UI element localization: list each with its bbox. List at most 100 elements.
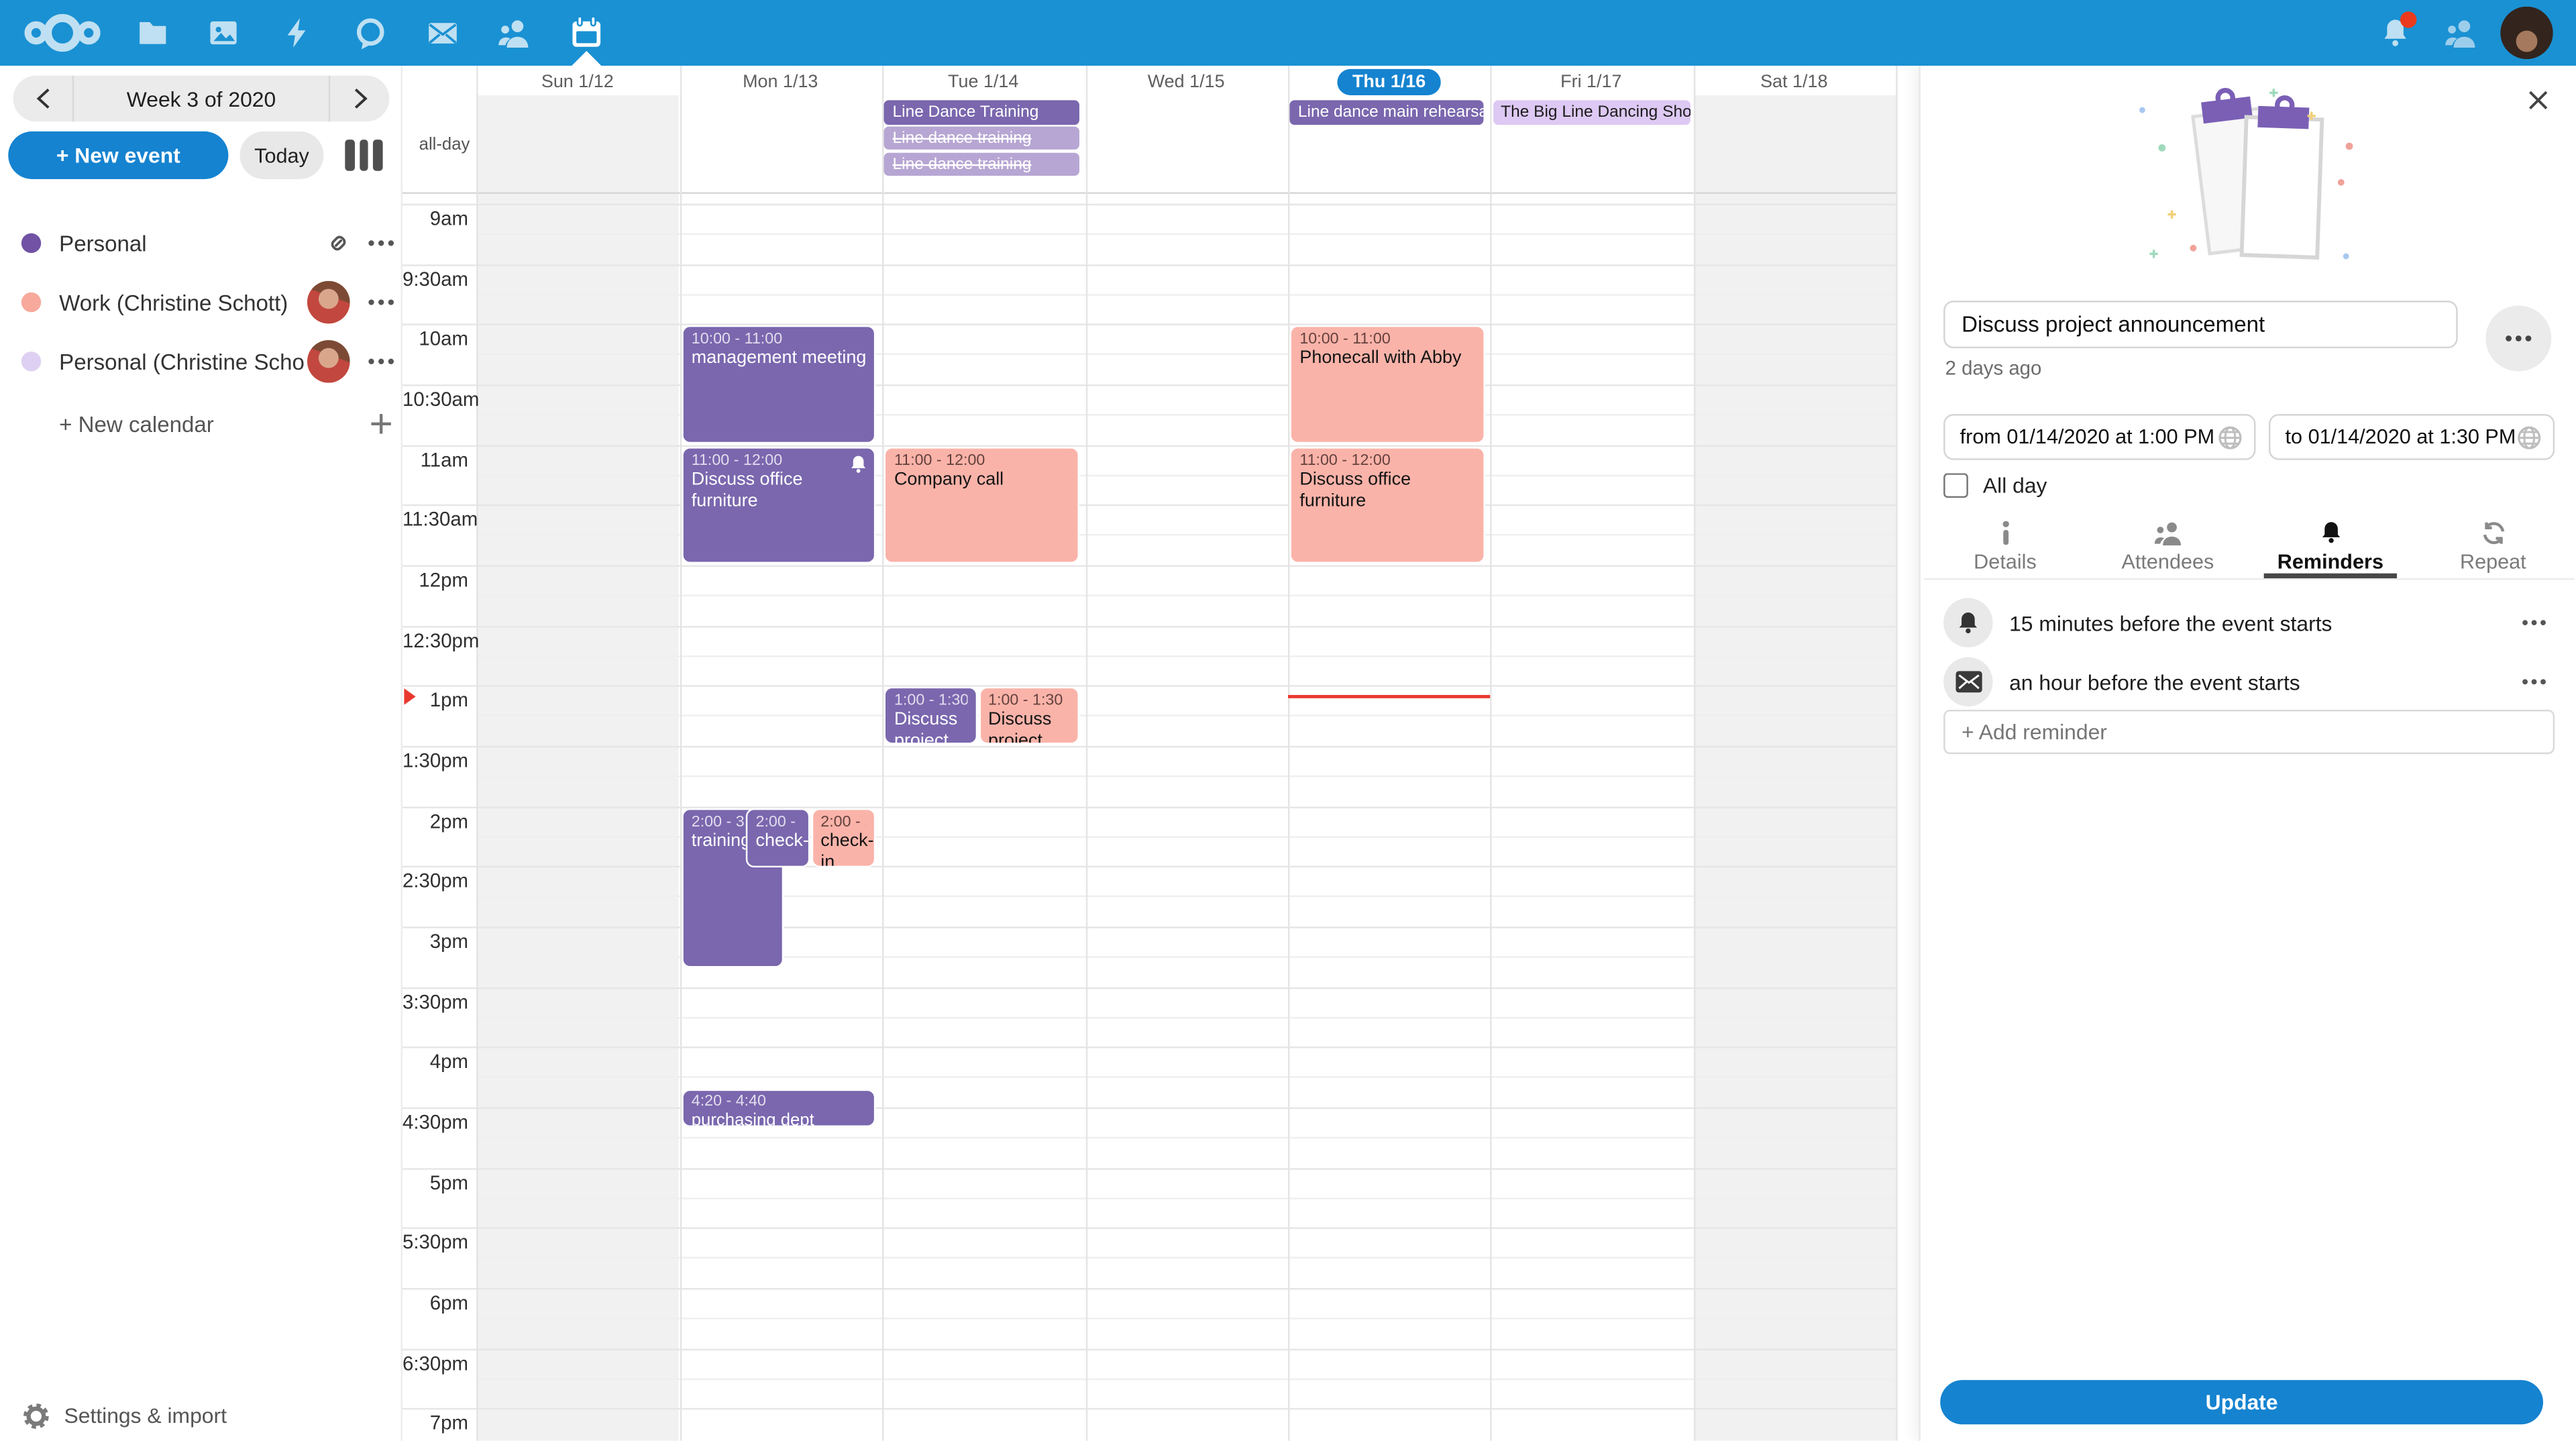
- settings-import-button[interactable]: Settings & import: [0, 1390, 402, 1441]
- event-end-field[interactable]: to 01/14/2020 at 1:30 PM: [2269, 414, 2555, 460]
- calendar-icon[interactable]: [553, 0, 619, 66]
- reminder-bell-icon: [850, 453, 868, 482]
- reminder-menu-icon[interactable]: [2512, 619, 2555, 626]
- time-label: 11am: [420, 447, 468, 472]
- event-check-in-purple[interactable]: 2:00 - 2:30check-in: [745, 807, 810, 867]
- info-icon: [2002, 520, 2008, 544]
- event-management-meeting[interactable]: 10:00 - 11:00 management meeting: [682, 324, 877, 444]
- tab-attendees[interactable]: Attendees: [2086, 515, 2249, 579]
- event-phonecall-with-abby[interactable]: 10:00 - 11:00 Phonecall with Abby: [1289, 324, 1485, 444]
- close-icon[interactable]: [2520, 82, 2557, 118]
- all-day-label[interactable]: All day: [1982, 473, 2047, 498]
- time-label: 3:30pm: [402, 990, 469, 1014]
- time-label: 3pm: [429, 930, 468, 953]
- contacts-menu-icon[interactable]: [2428, 0, 2494, 66]
- allday-event[interactable]: The Big Line Dancing Show: [1492, 100, 1690, 125]
- reminder-item: an hour before the event starts: [1943, 657, 2555, 707]
- day-header: Fri 1/17: [1560, 71, 1622, 91]
- next-week-button[interactable]: [330, 76, 389, 122]
- tab-reminders[interactable]: Reminders: [2249, 515, 2412, 579]
- day-header: Sun 1/12: [541, 71, 614, 91]
- time-label: 12pm: [419, 568, 468, 592]
- time-label: 2pm: [429, 809, 468, 833]
- shared-by-avatar: [307, 280, 350, 324]
- event-actions-menu[interactable]: [2485, 305, 2552, 372]
- top-navigation-bar: [0, 0, 2576, 66]
- update-button[interactable]: Update: [1940, 1380, 2544, 1425]
- today-button[interactable]: Today: [239, 131, 324, 179]
- time-label: 9am: [429, 207, 468, 230]
- repeat-icon: [2482, 521, 2504, 543]
- user-avatar[interactable]: [2500, 6, 2553, 60]
- all-day-row: All day: [1943, 473, 2047, 498]
- time-label: 7pm: [429, 1411, 468, 1435]
- share-link-icon[interactable]: [317, 230, 360, 256]
- attendees-icon: [2154, 521, 2182, 545]
- event-discuss-office-furniture[interactable]: 11:00 - 12:00 Discuss office furniture: [682, 445, 877, 563]
- allday-event-declined[interactable]: Line dance training: [884, 126, 1080, 150]
- calendar-item-work-christine[interactable]: Work (Christine Schott): [0, 273, 402, 332]
- time-label: 12:30pm: [402, 629, 480, 652]
- notification-badge: [2400, 11, 2417, 28]
- nextcloud-logo[interactable]: [19, 0, 105, 66]
- previous-week-button[interactable]: [13, 76, 72, 122]
- week-label-button[interactable]: Week 3 of 2020: [72, 75, 331, 122]
- calendar-menu-icon[interactable]: [360, 299, 402, 306]
- talk-icon[interactable]: [337, 0, 402, 66]
- calendar-menu-icon[interactable]: [360, 358, 402, 365]
- calendar-item-personal[interactable]: Personal: [0, 213, 402, 272]
- event-discuss-project[interactable]: 1:00 - 1:30 Discuss project: [978, 686, 1079, 745]
- calendar-color-dot: [21, 233, 42, 254]
- allday-event[interactable]: Line Dance Training: [884, 100, 1080, 125]
- event-discuss-office-furniture-thu[interactable]: 11:00 - 12:00 Discuss office furniture: [1289, 445, 1485, 563]
- time-label: 9:30am: [402, 267, 469, 290]
- time-label: 6pm: [429, 1291, 468, 1315]
- current-time-marker: [404, 688, 416, 705]
- email-icon: [1943, 657, 1993, 707]
- tab-details[interactable]: Details: [1924, 515, 2086, 579]
- allday-event[interactable]: Line dance main rehearsal: [1289, 100, 1484, 125]
- event-check-in-salmon[interactable]: 2:00 - 2:30check-in: [810, 807, 875, 867]
- new-calendar-button[interactable]: + New calendar: [0, 394, 402, 453]
- contacts-icon[interactable]: [482, 0, 547, 66]
- files-icon[interactable]: [120, 0, 186, 66]
- day-header: Mon 1/13: [743, 71, 818, 91]
- week-navigation: Week 3 of 2020: [13, 75, 390, 122]
- event-start-field[interactable]: from 01/14/2020 at 1:00 PM: [1943, 414, 2256, 460]
- photos-icon[interactable]: [191, 0, 256, 66]
- calendar-color-dot: [21, 352, 42, 372]
- timezone-globe-icon[interactable]: [2218, 425, 2243, 449]
- all-day-checkbox[interactable]: [1943, 473, 1968, 498]
- calendar-menu-icon[interactable]: [360, 240, 402, 247]
- time-label: 4:30pm: [402, 1110, 469, 1134]
- shared-by-avatar: [307, 339, 350, 383]
- bell-icon: [2321, 521, 2340, 543]
- event-title-input[interactable]: [1943, 301, 2458, 349]
- tab-repeat[interactable]: Repeat: [2412, 515, 2574, 579]
- event-purchasing-dept[interactable]: 4:20 - 4:40 purchasing dept: [682, 1088, 877, 1128]
- new-event-button[interactable]: + New event: [8, 131, 229, 179]
- event-company-call[interactable]: 11:00 - 12:00 Company call: [884, 445, 1079, 563]
- activity-icon[interactable]: [264, 0, 330, 66]
- time-label: 10am: [419, 327, 468, 351]
- add-reminder-input[interactable]: [1943, 709, 2555, 755]
- reminder-menu-icon[interactable]: [2512, 678, 2555, 685]
- time-label: 6:30pm: [402, 1351, 469, 1375]
- event-editor-panel: 2 days ago from 01/14/2020 at 1:00 PM to…: [1919, 65, 2576, 1441]
- day-header: Wed 1/15: [1147, 71, 1225, 91]
- notifications-bell-icon[interactable]: [2363, 0, 2428, 66]
- allday-event-declined[interactable]: Line dance training: [884, 152, 1080, 175]
- editor-tabs: Details Attendees Reminders Repeat: [1923, 515, 2575, 580]
- day-header: Sat 1/18: [1760, 71, 1828, 91]
- timezone-globe-icon[interactable]: [2517, 425, 2542, 449]
- weekend-shading-saturday: [1693, 95, 1896, 1441]
- event-illustration: [2126, 85, 2372, 287]
- current-time-line: [1288, 694, 1491, 698]
- calendar-item-personal-christine[interactable]: Personal (Christine Scho…): [0, 332, 402, 391]
- view-toggle-icon[interactable]: [345, 140, 383, 171]
- bell-icon: [1943, 598, 1993, 647]
- mail-icon[interactable]: [409, 0, 475, 66]
- time-label: 1:30pm: [402, 749, 469, 773]
- last-modified-label: 2 days ago: [1945, 356, 2042, 380]
